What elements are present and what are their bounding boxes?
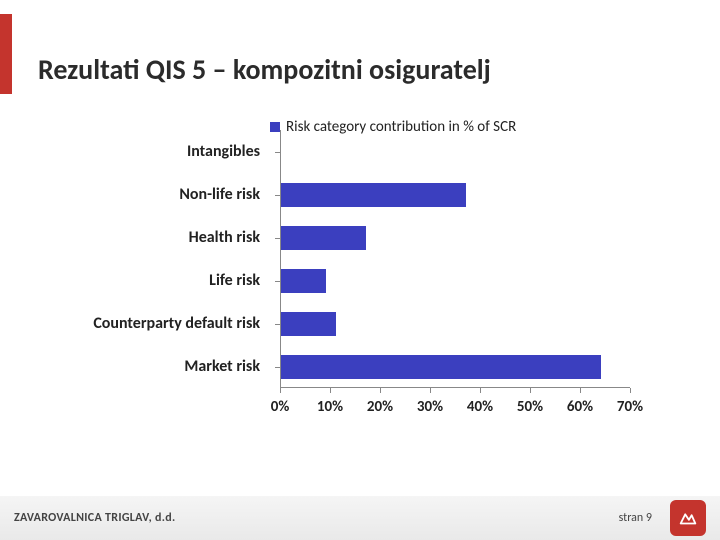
bar bbox=[281, 312, 336, 336]
chart: Risk category contribution in % of SCR I… bbox=[80, 118, 640, 438]
chart-plot bbox=[280, 130, 630, 388]
bar bbox=[281, 226, 366, 250]
category-label: Intangibles bbox=[80, 130, 270, 173]
bar bbox=[281, 269, 326, 293]
bar-row bbox=[281, 216, 630, 259]
footer: ZAVAROVALNICA TRIGLAV, d.d. stran 9 bbox=[0, 496, 720, 540]
legend-swatch bbox=[270, 122, 280, 132]
x-tick-label: 20% bbox=[367, 398, 393, 416]
footer-company: ZAVAROVALNICA TRIGLAV, d.d. bbox=[14, 511, 175, 525]
chart-x-axis: 0% 10% 20% 30% 40% 50% 60% 70% bbox=[280, 388, 640, 418]
bar bbox=[281, 355, 601, 379]
bar bbox=[281, 183, 466, 207]
category-label: Health risk bbox=[80, 216, 270, 259]
bar-row bbox=[281, 259, 630, 302]
footer-page-label: stran 9 bbox=[619, 511, 652, 525]
x-tick-label: 0% bbox=[271, 398, 290, 416]
bar-row bbox=[281, 302, 630, 345]
x-tick-label: 30% bbox=[417, 398, 443, 416]
category-label: Life risk bbox=[80, 259, 270, 302]
bar-row bbox=[281, 173, 630, 216]
x-tick-label: 70% bbox=[617, 398, 643, 416]
page-title: Rezultati QIS 5 – kompozitni osiguratelj bbox=[38, 52, 491, 87]
category-label: Counterparty default risk bbox=[80, 302, 270, 345]
triglav-logo-icon bbox=[670, 500, 706, 536]
category-label: Non-life risk bbox=[80, 173, 270, 216]
bar-row bbox=[281, 345, 630, 388]
x-tick-label: 60% bbox=[567, 398, 593, 416]
category-label: Market risk bbox=[80, 345, 270, 388]
x-tick-label: 40% bbox=[467, 398, 493, 416]
x-tick-label: 50% bbox=[517, 398, 543, 416]
x-tick-label: 10% bbox=[317, 398, 343, 416]
accent-stripe bbox=[0, 14, 12, 94]
bar-row bbox=[281, 130, 630, 173]
